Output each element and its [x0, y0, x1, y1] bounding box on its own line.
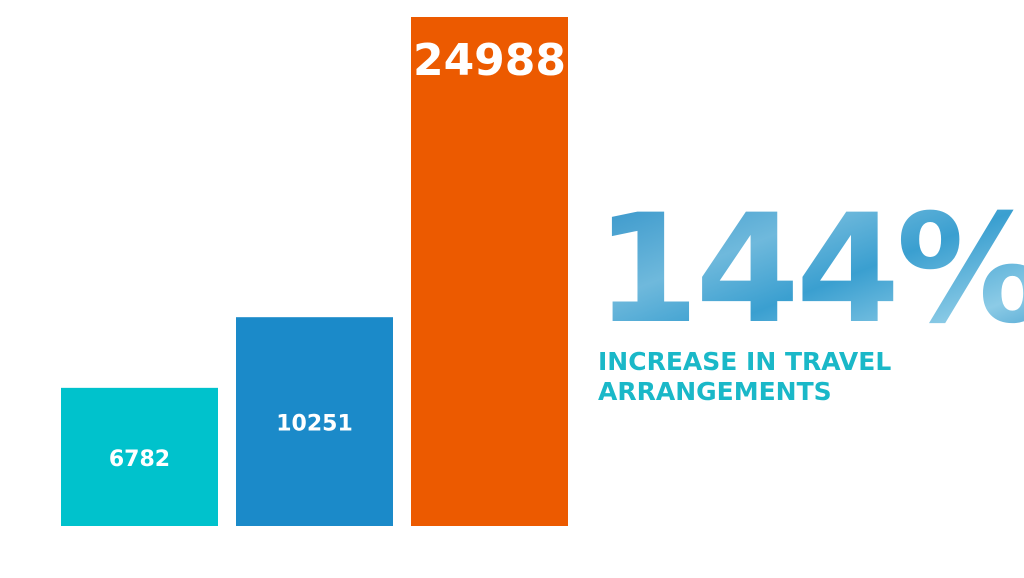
caption-line: ARRANGEMENTS	[598, 377, 832, 406]
bar-label: 6782	[109, 447, 170, 472]
bar	[236, 317, 393, 526]
headline: 144%	[595, 183, 1024, 357]
bar	[411, 17, 568, 526]
bar	[61, 387, 218, 526]
bar-label: 10251	[276, 412, 353, 437]
caption-line: INCREASE IN TRAVEL	[598, 347, 891, 376]
bar-label: 24988	[413, 35, 566, 86]
